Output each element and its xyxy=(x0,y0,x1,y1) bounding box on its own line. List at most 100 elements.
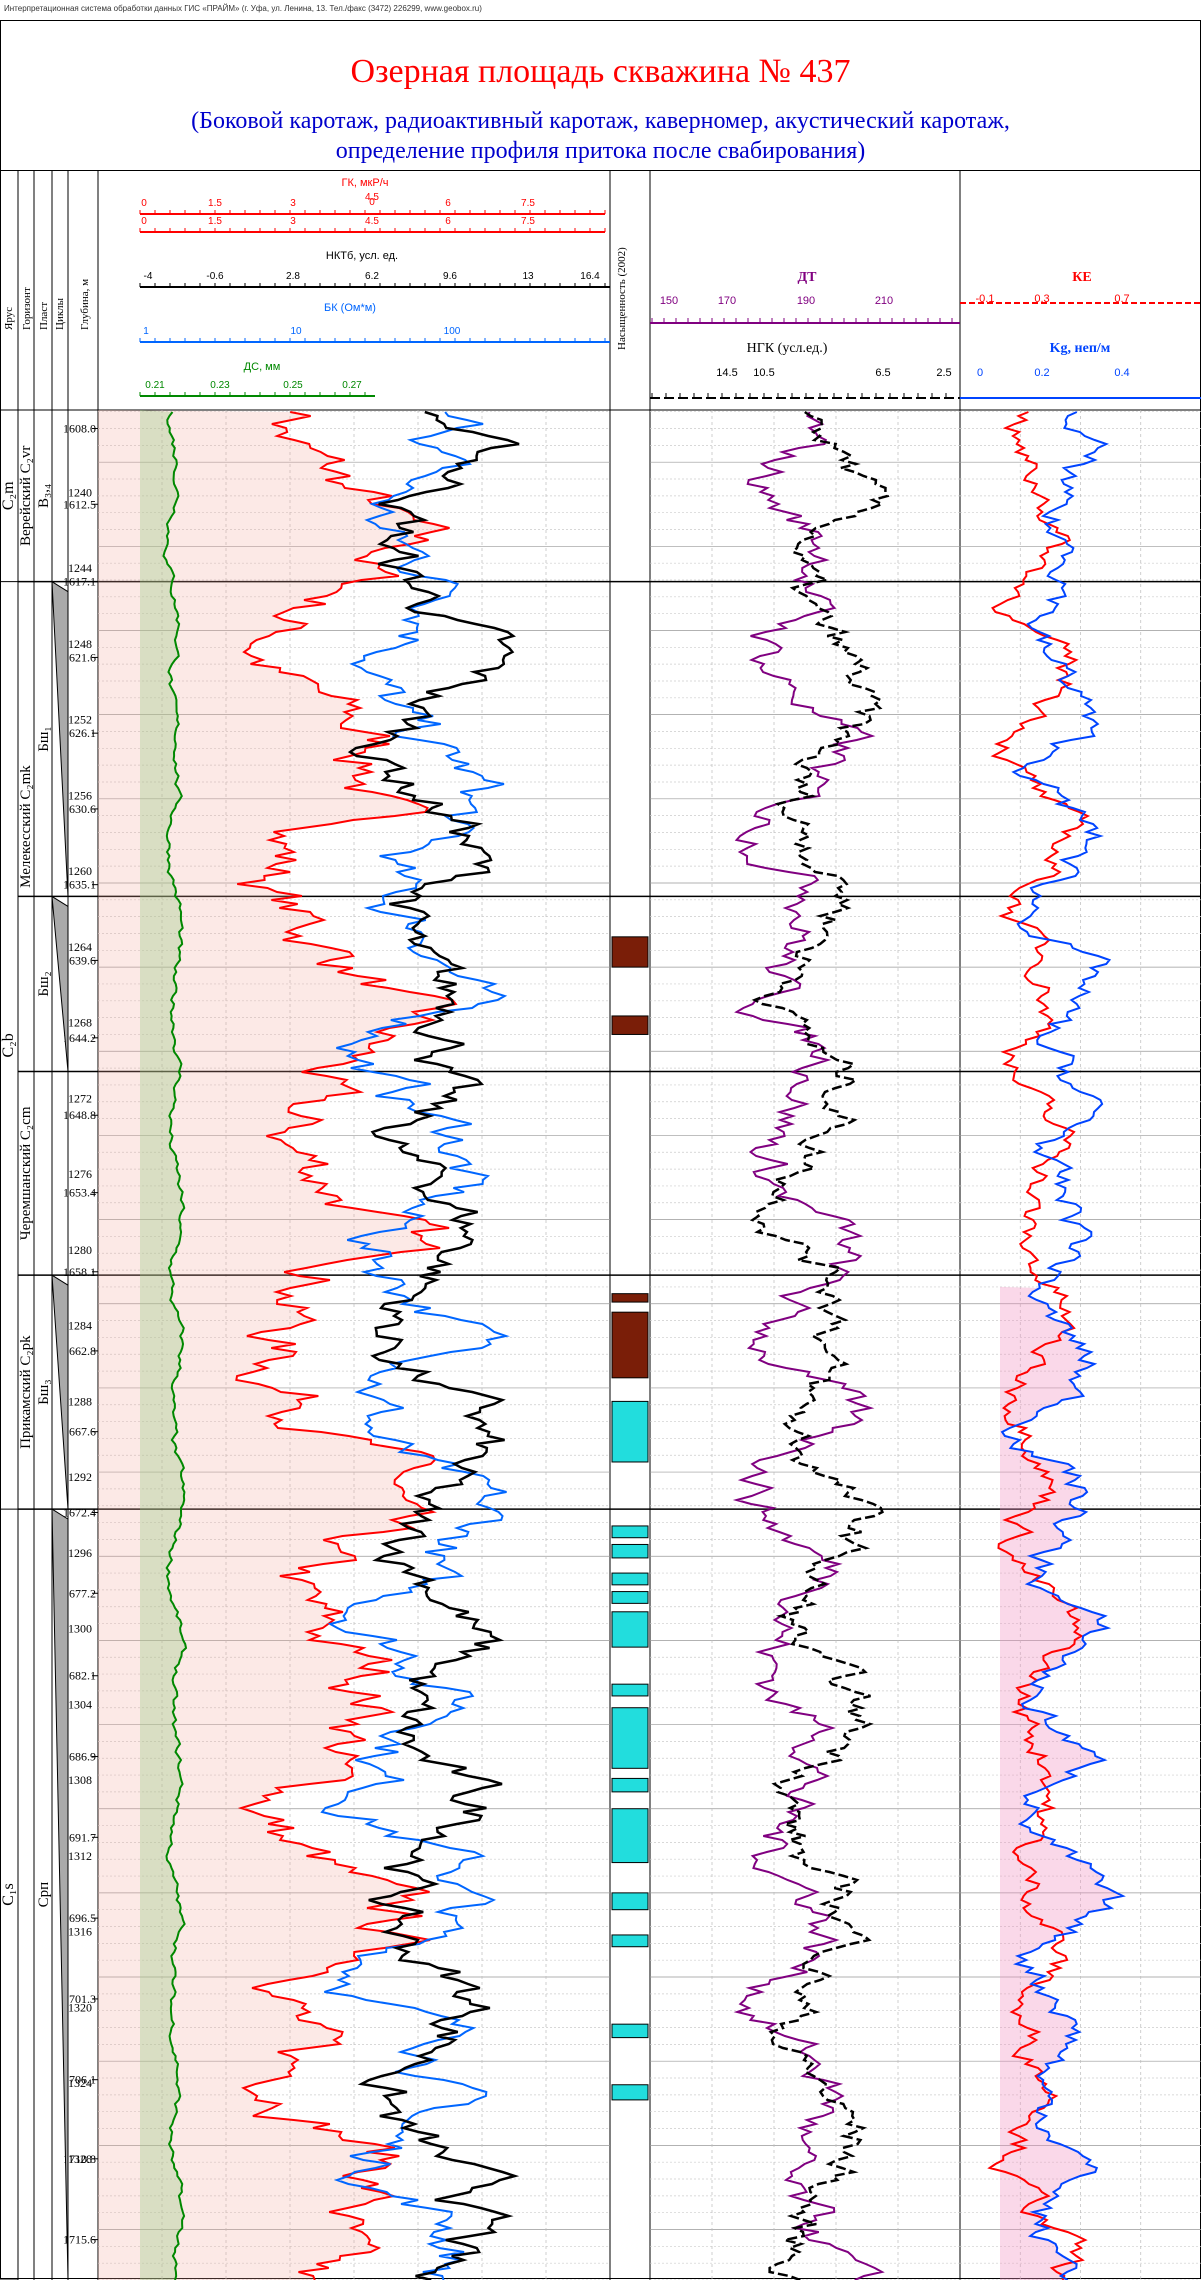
column-header-gorizont: Горизонт xyxy=(21,287,33,330)
depth-tick-label: 1621.6 xyxy=(63,650,96,664)
gk-scale-tick-label: 3 xyxy=(290,216,296,227)
saturation-water-bar xyxy=(611,1808,649,1864)
kg-scale-tick-label: 0.2 xyxy=(1034,367,1049,379)
nkt-scale-tick-label: 2.8 xyxy=(286,271,300,282)
layer-label: Бш₂ xyxy=(36,971,52,996)
saturation-water-bar xyxy=(611,2084,649,2101)
ke-scale-label: КЕ xyxy=(1072,270,1092,285)
depth-tick-label-left: 1276 xyxy=(68,1167,92,1181)
depth-tick-label: 1626.1 xyxy=(63,726,96,740)
gk-scale-top-tick-label: 0 xyxy=(141,198,147,209)
depth-tick-label-left: 1296 xyxy=(68,1546,92,1560)
depth-tick-label-left: 1268 xyxy=(68,1016,92,1030)
nkt-scale-tick-label: 9.6 xyxy=(443,271,457,282)
ds-scale-tick-label: 0.23 xyxy=(210,380,230,391)
depth-tick-label: 1612.5 xyxy=(63,497,96,511)
depth-tick-label-left: 1264 xyxy=(68,940,92,954)
depth-tick-label: 1630.6 xyxy=(63,802,96,816)
column-header-depth: Глубина, м xyxy=(79,279,91,330)
gk-scale-tick-label: 7.5 xyxy=(521,216,535,227)
nkt-scale-tick-label: 16.4 xyxy=(580,271,600,282)
formation-label: C₁s xyxy=(0,1883,17,1905)
depth-tick-label: 1653.4 xyxy=(63,1186,96,1200)
depth-tick-label: 1696.5 xyxy=(63,1911,96,1925)
ds-scale-tick-label: 0.25 xyxy=(283,380,303,391)
depth-tick-label: 1706.1 xyxy=(63,2073,96,2087)
saturation-oil-bar xyxy=(611,1293,649,1303)
depth-tick-label: 1691.7 xyxy=(63,1830,96,1844)
dt-scale-tick-label: 150 xyxy=(660,295,678,307)
depth-tick-label: 1710.8 xyxy=(63,2152,96,2166)
ds-scale-tick-label: 0.27 xyxy=(342,380,362,391)
ke-scale-tick-label: 0.3 xyxy=(1034,293,1049,305)
ngk-scale-tick-label: 6.5 xyxy=(875,367,890,379)
saturation-water-bar xyxy=(611,1707,649,1769)
depth-tick-label-left: 1244 xyxy=(68,561,92,575)
ngk-scale-tick-label: 2.5 xyxy=(936,367,951,379)
layer-label: B₃,₄ xyxy=(36,484,52,508)
gk-scale-top-tick-label: 6 xyxy=(445,198,451,209)
ke-curve xyxy=(987,411,1090,2280)
formation-label: C₂b xyxy=(0,1033,17,1057)
dt-scale-tick-label: 190 xyxy=(797,295,815,307)
depth-tick-label-left: 1312 xyxy=(68,1849,92,1863)
dt-scale-tick-label: 170 xyxy=(718,295,736,307)
saturation-water-bar xyxy=(611,1934,649,1948)
saturation-water-bar xyxy=(611,1572,649,1586)
saturation-water-bar xyxy=(611,2023,649,2039)
gk-scale-top-tick-label: 3 xyxy=(290,198,296,209)
kg-scale-tick-label: 0.4 xyxy=(1114,367,1129,379)
dt-scale-label: ДТ xyxy=(798,270,818,285)
depth-tick-label-left: 1324 xyxy=(68,2076,92,2090)
saturation-water-bar xyxy=(611,1543,649,1559)
depth-tick-label-left: 1316 xyxy=(68,1925,92,1939)
ds-fill xyxy=(140,410,186,2280)
nkt-scale-tick-label: 13 xyxy=(522,271,534,282)
gk-scale-top-tick-label: 1.5 xyxy=(208,198,222,209)
depth-tick-label-left: 1248 xyxy=(68,637,92,651)
kg-fill xyxy=(1000,1286,1123,2280)
dt-scale-tick-label: 210 xyxy=(875,295,893,307)
ke-scale-tick-label: 0.7 xyxy=(1114,293,1129,305)
dt-curve xyxy=(732,411,885,2280)
bk-scale-tick-label: 1 xyxy=(143,326,149,337)
column-header-plast: Пласт xyxy=(38,302,50,330)
gk-scale-tick-label: 1.5 xyxy=(208,216,222,227)
saturation-oil-bar xyxy=(611,1015,649,1035)
ds-curve xyxy=(162,411,188,2280)
depth-tick-label-left: 1304 xyxy=(68,1697,92,1711)
depth-tick-label: 1662.8 xyxy=(63,1344,96,1358)
horizon-label: Верейский C₂vr xyxy=(18,446,34,546)
formation-label: C₂m xyxy=(0,481,17,510)
depth-tick-label-left: 1256 xyxy=(68,788,92,802)
page-title: Озерная площадь скважина № 437 xyxy=(351,53,851,90)
cycle-wedge xyxy=(51,1508,69,2280)
ngk-curve xyxy=(749,410,890,2280)
depth-tick-label: 1677.2 xyxy=(63,1586,96,1600)
horizon-label: Мелекесский C₂mk xyxy=(18,765,34,888)
saturation-water-bar xyxy=(611,1777,649,1793)
depth-tick-label-left: 1284 xyxy=(68,1319,92,1333)
gk-curve xyxy=(235,411,458,2280)
depth-tick-label: 1639.6 xyxy=(63,953,96,967)
depth-tick-label-left: 1252 xyxy=(68,713,92,727)
cycle-wedge xyxy=(51,1274,69,1510)
saturation-water-bar xyxy=(611,1525,649,1539)
nkt-scale-tick-label: 6.2 xyxy=(365,271,379,282)
saturation-water-bar xyxy=(611,1611,649,1648)
gk-scale-top-tick-label: 7.5 xyxy=(521,198,535,209)
saturation-water-bar xyxy=(611,1892,649,1911)
ds-scale-label: ДС, мм xyxy=(244,361,281,373)
bk-curve xyxy=(320,411,510,2280)
saturation-oil-bar xyxy=(611,1311,649,1379)
depth-tick-label: 1682.1 xyxy=(63,1669,96,1683)
layer-label: Бш₃ xyxy=(36,1379,52,1404)
depth-tick-label-left: 1308 xyxy=(68,1773,92,1787)
ds-scale-tick-label: 0.21 xyxy=(145,380,165,391)
saturation-oil-bar xyxy=(611,936,649,968)
nkt-scale-tick-label: -4 xyxy=(144,271,153,282)
nkt-scale-label: НКТб, усл. ед. xyxy=(326,250,398,262)
column-header-cikly: Циклы xyxy=(54,297,66,330)
gk-scale-label: ГК, мкР/ч xyxy=(342,177,389,189)
